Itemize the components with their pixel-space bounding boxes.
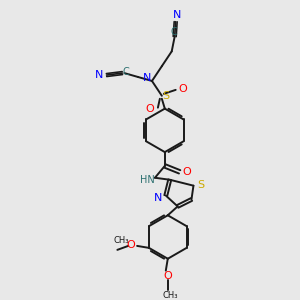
Text: N: N [94,70,103,80]
Text: C: C [170,27,177,37]
Text: CH₃: CH₃ [162,291,178,300]
Text: O: O [146,103,154,114]
Text: N: N [154,193,162,202]
Text: N: N [143,73,151,83]
Text: O: O [178,84,187,94]
Text: N: N [172,10,181,20]
Text: C: C [123,67,130,77]
Text: CH₃: CH₃ [114,236,129,245]
Text: O: O [182,167,191,177]
Text: O: O [164,271,172,281]
Text: HN: HN [140,175,154,185]
Text: O: O [127,240,136,250]
Text: S: S [162,91,169,101]
Text: S: S [197,180,204,190]
